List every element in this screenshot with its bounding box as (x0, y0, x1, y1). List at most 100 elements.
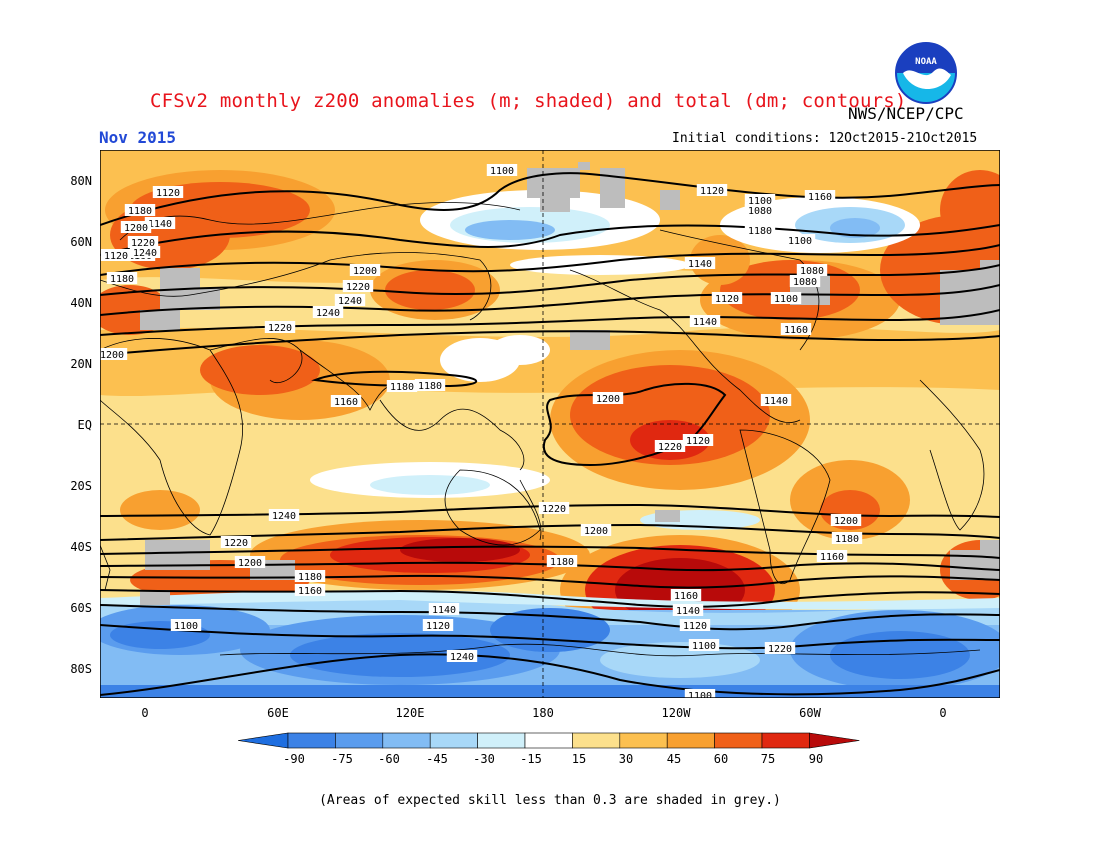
contour-label: 1240 (334, 294, 366, 307)
contour-label: 1120 (679, 619, 711, 632)
colorbar-swatch (477, 732, 526, 749)
contour-label-text: 1180 (110, 274, 134, 285)
contour-label: 1140 (684, 257, 716, 270)
colorbar-tick-label: 30 (618, 752, 634, 766)
contour-label: 1200 (830, 514, 862, 527)
contour-label-text: 1200 (596, 394, 620, 405)
contour-label-text: 1180 (835, 534, 859, 545)
contour-label: 1220 (220, 536, 252, 549)
contour-label-text: 1220 (658, 442, 682, 453)
contour-label: 1240 (312, 306, 344, 319)
lon-tick-label: 60W (799, 706, 821, 720)
lon-tick-label: 60E (267, 706, 289, 720)
contour-label-text: 1160 (298, 586, 322, 597)
contour-label: 1220 (342, 280, 374, 293)
contour-label: 1240 (129, 246, 161, 259)
anomaly-map: 1100112011401160118012001220124012401220… (100, 150, 1000, 698)
contour-label: 1140 (672, 604, 704, 617)
contour-label: 1200 (120, 221, 152, 234)
contour-label: 1220 (654, 440, 686, 453)
noaa-logo-icon: NOAA (895, 42, 957, 104)
contour-label-text: 1180 (390, 382, 414, 393)
contour-label-text: 1160 (808, 192, 832, 203)
contour-label-text: 1200 (834, 516, 858, 527)
contour-label: 1200 (592, 392, 624, 405)
contour-label-text: 1200 (584, 526, 608, 537)
contour-label-text: 1100 (774, 294, 798, 305)
contour-label: 1180 (386, 380, 418, 393)
contour-label: 1220 (764, 642, 796, 655)
contour-label-text: 1220 (131, 238, 155, 249)
colorbar-tick-label: -15 (520, 752, 542, 766)
contour-label-text: 1140 (148, 219, 172, 230)
contour-label: 1160 (330, 395, 362, 408)
contour-label: 1100 (688, 639, 720, 652)
contour-label-text: 1220 (346, 282, 370, 293)
colorbar-swatch (714, 732, 763, 749)
contour-label: 1100 (784, 234, 816, 247)
contour-label-text: 1220 (268, 323, 292, 334)
contour-label: 1160 (670, 589, 702, 602)
contour-label: 1120 (682, 434, 714, 447)
contour-label-text: 1160 (334, 397, 358, 408)
contour-label: 1180 (294, 570, 326, 583)
contour-label-text: 1200 (124, 223, 148, 234)
contour-label-text: 1240 (316, 308, 340, 319)
contour-label-text: 1120 (156, 188, 180, 199)
contour-label-text: 1180 (418, 381, 442, 392)
contour-label: 1180 (106, 272, 138, 285)
contour-label-text: 1220 (224, 538, 248, 549)
contour-label: 1080 (744, 204, 776, 217)
skill-note: (Areas of expected skill less than 0.3 a… (319, 793, 781, 808)
contour-label-text: 1140 (693, 317, 717, 328)
contour-label: 1100 (684, 689, 716, 698)
contour-label-text: 1200 (238, 558, 262, 569)
contour-label-text: 1160 (784, 325, 808, 336)
colorbar-tick-label: -45 (426, 752, 448, 766)
contour-label: 1240 (446, 650, 478, 663)
colorbar-swatch (335, 732, 384, 749)
colorbar-swatch (572, 732, 621, 749)
contour-label: 1100 (770, 292, 802, 305)
contour-label-text: 1100 (688, 691, 712, 698)
contour-label-text: 1180 (298, 572, 322, 583)
contour-label-text: 1140 (432, 605, 456, 616)
contour-label-text: 1120 (686, 436, 710, 447)
agency-label: NWS/NCEP/CPC (848, 104, 964, 123)
lon-tick-label: 0 (141, 706, 149, 720)
contour-label-text: 1160 (674, 591, 698, 602)
colorbar-tick-label: 15 (571, 752, 587, 766)
contour-label: 1140 (760, 394, 792, 407)
colorbar-tick-label: 45 (666, 752, 682, 766)
contour-label-text: 1240 (450, 652, 474, 663)
contour-label: 1120 (422, 619, 454, 632)
contour-label: 1200 (100, 348, 128, 361)
lon-tick-label: 120E (395, 706, 425, 720)
colorbar-tick-label: 75 (760, 752, 776, 766)
contour-label: 1220 (127, 236, 159, 249)
lat-tick-label: 40S (70, 540, 92, 554)
contour-label-text: 1100 (788, 236, 812, 247)
contour-label: 1240 (268, 509, 300, 522)
contour-label: 1140 (144, 217, 176, 230)
contour-label-text: 1180 (128, 206, 152, 217)
contour-label: 1100 (486, 164, 518, 177)
contour-label: 1120 (100, 249, 132, 262)
contour-label-text: 1120 (700, 186, 724, 197)
colorbar-swatch (524, 732, 573, 749)
contour-label-text: 1200 (100, 350, 124, 361)
contour-label-text: 1120 (426, 621, 450, 632)
contour-label-text: 1200 (353, 266, 377, 277)
contour-label-text: 1100 (692, 641, 716, 652)
contour-label-text: 1100 (174, 621, 198, 632)
colorbar-tick-label: 60 (713, 752, 729, 766)
lat-tick-label: 20S (70, 479, 92, 493)
colorbar-arrow-low (238, 732, 289, 749)
colorbar-tick-label: -90 (283, 752, 305, 766)
colorbar-tick-label: 90 (808, 752, 824, 766)
contour-label-text: 1080 (748, 206, 772, 217)
colorbar-tick-label: -75 (331, 752, 353, 766)
contour-label: 1120 (152, 186, 184, 199)
contour-label: 1120 (711, 292, 743, 305)
contour-label: 1160 (804, 190, 836, 203)
